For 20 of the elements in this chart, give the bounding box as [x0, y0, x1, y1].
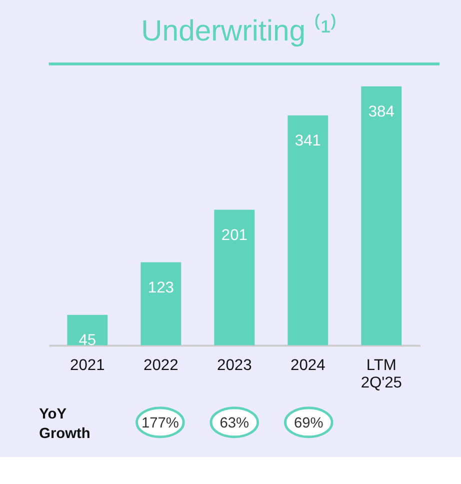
x-tick-label: 2022 — [144, 357, 178, 374]
text: 177% — [141, 415, 179, 432]
data-label: 341 — [294, 132, 321, 150]
x-tick-label: LTM 2Q'25 — [360, 357, 402, 392]
bar — [361, 86, 402, 346]
bar — [288, 115, 328, 346]
text: YoY Growth — [39, 406, 90, 442]
bar — [67, 314, 108, 346]
data-label: 45 — [78, 332, 96, 350]
bar — [140, 262, 182, 346]
x-tick-label: 2021 — [70, 357, 105, 374]
data-label: 123 — [148, 280, 174, 297]
chart-title: Underwriting ⁽¹⁾ — [141, 13, 338, 48]
x-tick-label: 2024 — [290, 357, 326, 374]
data-label: 384 — [368, 104, 395, 121]
text: 63% — [220, 415, 250, 432]
data-label: 201 — [221, 227, 248, 244]
text: 69% — [294, 415, 324, 432]
bar — [214, 210, 255, 346]
x-tick-label: 2023 — [217, 357, 252, 374]
